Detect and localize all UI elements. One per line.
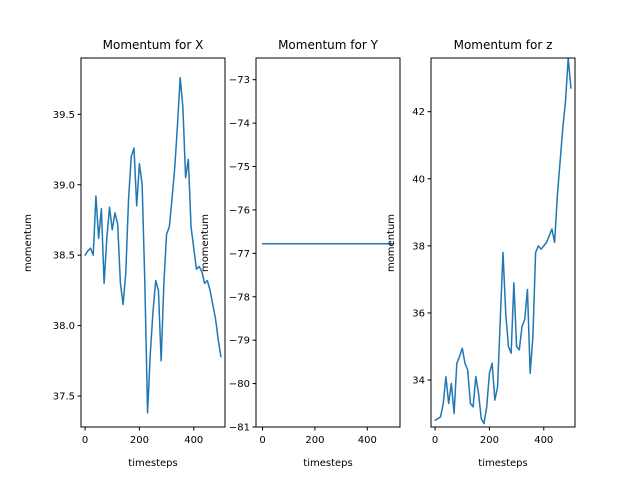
subplot-momentum-y: Momentum for Y timesteps momentum 0 200 40… — [200, 38, 401, 469]
x-tick-label: 0 — [259, 435, 265, 446]
y-tick-label: 39.0 — [53, 180, 75, 191]
plot-frame — [255, 57, 401, 428]
y-tick-label: −81 — [229, 423, 250, 434]
x-tick-label: 400 — [534, 435, 553, 446]
x-tick-label: 400 — [358, 435, 377, 446]
series-line — [84, 76, 222, 414]
y-tick-label: 36 — [412, 308, 425, 319]
plot-frame — [80, 57, 226, 428]
y-tick-label: 40 — [412, 174, 425, 185]
y-tick-label: −73 — [229, 75, 250, 86]
y-axis-label: momentum — [23, 214, 34, 272]
series-line — [434, 58, 572, 425]
x-tick-label: 400 — [184, 435, 203, 446]
chart-title: Momentum for Y — [278, 38, 379, 52]
y-axis-label: momentum — [200, 214, 211, 272]
x-tick-label: 200 — [480, 435, 499, 446]
plot-frame — [430, 57, 576, 428]
x-tick-label: 200 — [130, 435, 149, 446]
x-axis-label: timesteps — [303, 458, 352, 469]
x-tick-label: 200 — [305, 435, 324, 446]
subplot-momentum-x: Momentum for X timesteps momentum 0 200 40… — [23, 38, 226, 469]
x-tick-label: 0 — [432, 435, 438, 446]
subplot-momentum-z: Momentum for z timesteps momentum 0 200 40… — [386, 38, 576, 469]
y-tick-label: 42 — [412, 107, 425, 118]
y-tick-label: −80 — [229, 379, 250, 390]
y-tick-label: 39.5 — [53, 110, 75, 121]
y-tick-label: −75 — [229, 162, 250, 173]
chart-title: Momentum for z — [454, 38, 553, 52]
chart-title: Momentum for X — [103, 38, 204, 52]
y-tick-label: 38 — [412, 241, 425, 252]
y-tick-label: −77 — [229, 249, 250, 260]
y-tick-label: −79 — [229, 336, 250, 347]
y-tick-label: 38.5 — [53, 251, 75, 262]
x-tick-label: 0 — [82, 435, 88, 446]
y-tick-label: −74 — [229, 119, 250, 130]
x-axis-label: timesteps — [128, 458, 177, 469]
y-tick-label: 38.0 — [53, 321, 75, 332]
y-tick-label: −76 — [229, 205, 250, 216]
y-tick-label: −78 — [229, 292, 250, 303]
x-axis-label: timesteps — [478, 458, 527, 469]
y-tick-label: 37.5 — [53, 392, 75, 403]
y-tick-label: 34 — [412, 376, 425, 387]
y-axis-label: momentum — [386, 214, 397, 272]
